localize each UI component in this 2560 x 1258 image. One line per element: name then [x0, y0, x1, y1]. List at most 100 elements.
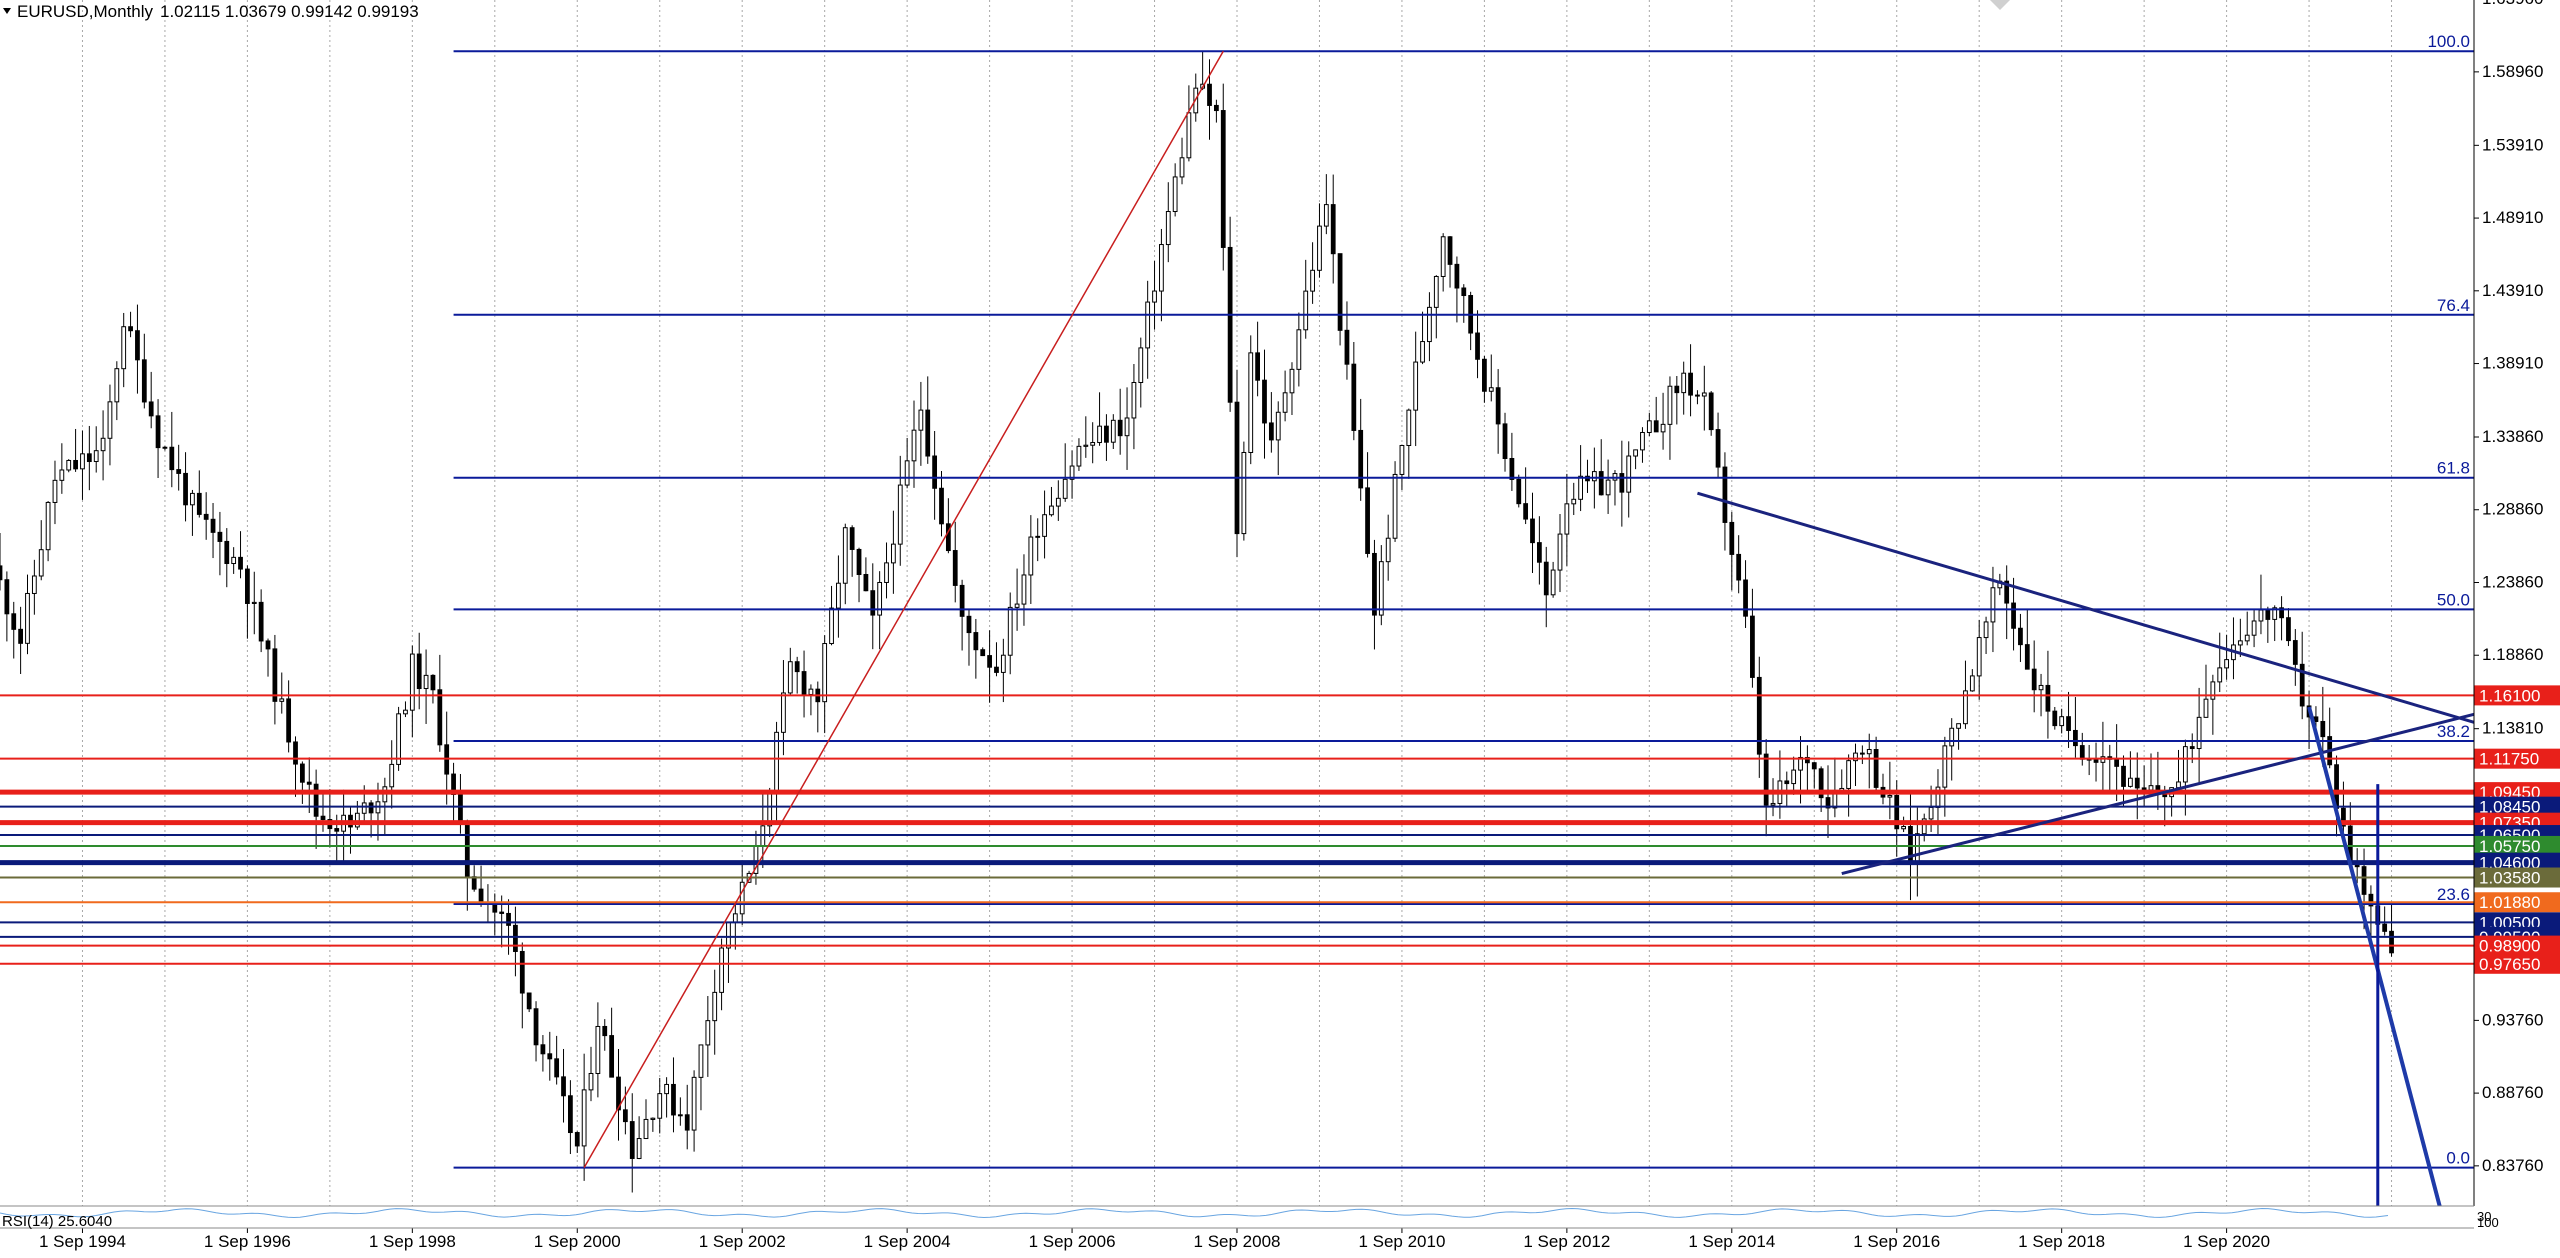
candle-body [1399, 444, 1405, 475]
rsi-line [0, 1207, 2389, 1219]
candle-body [2258, 609, 2264, 622]
candle-body [561, 1076, 566, 1097]
price-axis-label: 0.83760 [2482, 1156, 2543, 1175]
candle-body [1152, 290, 1157, 303]
candle-body [148, 401, 154, 417]
candle-body [2203, 698, 2209, 718]
candle-body [1983, 621, 1989, 639]
candle-body [1887, 795, 1893, 798]
candle-body [1378, 561, 1384, 616]
candle-body [822, 643, 828, 703]
levels-layer: 100.0 76.4 61.8 50.0 38.2 23.6 0.0 1.16100 1.117… [0, 32, 2560, 1169]
candle-body [2189, 746, 2195, 750]
candle-body [1695, 394, 1700, 397]
candle-body [1495, 387, 1501, 425]
candle-body [1715, 429, 1721, 468]
candle-body [0, 565, 3, 581]
trendline-ascending-support [1841, 712, 2475, 876]
candle-body [1076, 445, 1082, 467]
candle-body [1942, 745, 1948, 788]
candle-body [1145, 301, 1151, 349]
price-axis-label: 1.58960 [2482, 62, 2543, 81]
candle-body [1509, 457, 1515, 480]
candle-body [2148, 785, 2154, 791]
candle-body [884, 562, 889, 583]
candle-body [4, 579, 10, 615]
candle-body [842, 527, 848, 584]
fib-level-label: 76.4 [2437, 296, 2470, 315]
price-level-tag [2474, 935, 2560, 956]
candle-body [45, 501, 51, 551]
candle-body [121, 326, 127, 370]
candle-body [1186, 112, 1192, 159]
candle-body [52, 479, 58, 503]
candle-body [1124, 417, 1130, 437]
candle-body [1873, 749, 1879, 788]
scroll-shift-marker-icon[interactable] [1990, 0, 2010, 10]
candle-body [2272, 607, 2278, 620]
candle-body [299, 763, 305, 783]
time-axis-label: 1 Sep 1994 [39, 1232, 126, 1251]
candle-body [1674, 385, 1680, 394]
time-axis-label: 1 Sep 2016 [1853, 1232, 1940, 1251]
candle-body [1536, 542, 1542, 563]
menu-triangle-icon[interactable] [3, 8, 11, 14]
candle-body [1159, 244, 1164, 292]
candle-body [616, 1076, 621, 1111]
candle-body [1949, 727, 1955, 747]
candle-body [1523, 503, 1529, 520]
candle-body [2210, 681, 2216, 700]
price-axis-label: 1.63960 [2482, 0, 2543, 8]
candle-body [2134, 777, 2140, 789]
candle-body [526, 992, 532, 1010]
candle-body [2176, 781, 2181, 789]
time-axis-label: 1 Sep 1996 [204, 1232, 291, 1251]
chart-header: EURUSD,Monthly 1.02115 1.03679 0.99142 0… [3, 2, 419, 21]
candle-body [870, 590, 876, 616]
candle-body [1564, 503, 1570, 535]
candle-body [1846, 760, 1852, 789]
candle-body [533, 1008, 539, 1046]
candle-body [1866, 749, 1872, 755]
rsi-subwindow[interactable] [0, 1206, 2474, 1228]
candle-body [1805, 756, 1810, 764]
candle-body [251, 601, 257, 604]
candle-body [2114, 758, 2120, 767]
candle-body [1433, 275, 1439, 308]
candle-body [1317, 225, 1322, 271]
candle-body [966, 615, 972, 634]
candle-body [1990, 587, 1996, 623]
candle-body [1543, 561, 1549, 596]
candle-body [1640, 431, 1645, 451]
candle-body [2052, 710, 2058, 727]
candle-body [595, 1025, 601, 1074]
candle-body [217, 531, 223, 542]
candle-body [1633, 449, 1638, 457]
candle-body [1619, 473, 1625, 493]
candle-body [650, 1117, 656, 1120]
axes-layer: 1 Sep 1994 1 Sep 1996 1 Sep 1998 1 Sep 2000… [39, 0, 2543, 1251]
candle-body [705, 1020, 711, 1046]
candle-body [1069, 465, 1075, 480]
candle-body [2024, 644, 2030, 670]
candle-body [1708, 392, 1714, 431]
candle-body [196, 492, 202, 515]
candle-body [1530, 518, 1535, 544]
candle-body [1921, 818, 1927, 835]
candle-body [2368, 893, 2374, 907]
candle-body [361, 802, 367, 814]
candle-body [354, 812, 360, 828]
candle-body [1358, 429, 1364, 489]
candle-body [31, 575, 37, 594]
price-axis-label: 0.93760 [2482, 1010, 2543, 1029]
candle-body [1811, 762, 1817, 770]
candle-body [2038, 684, 2044, 691]
candle-body [1976, 637, 1982, 677]
candle-body [657, 1093, 663, 1119]
candle-body [1282, 392, 1288, 413]
candle-body [1488, 387, 1494, 392]
time-axis-label: 1 Sep 1998 [369, 1232, 456, 1251]
candle-body [945, 523, 951, 552]
